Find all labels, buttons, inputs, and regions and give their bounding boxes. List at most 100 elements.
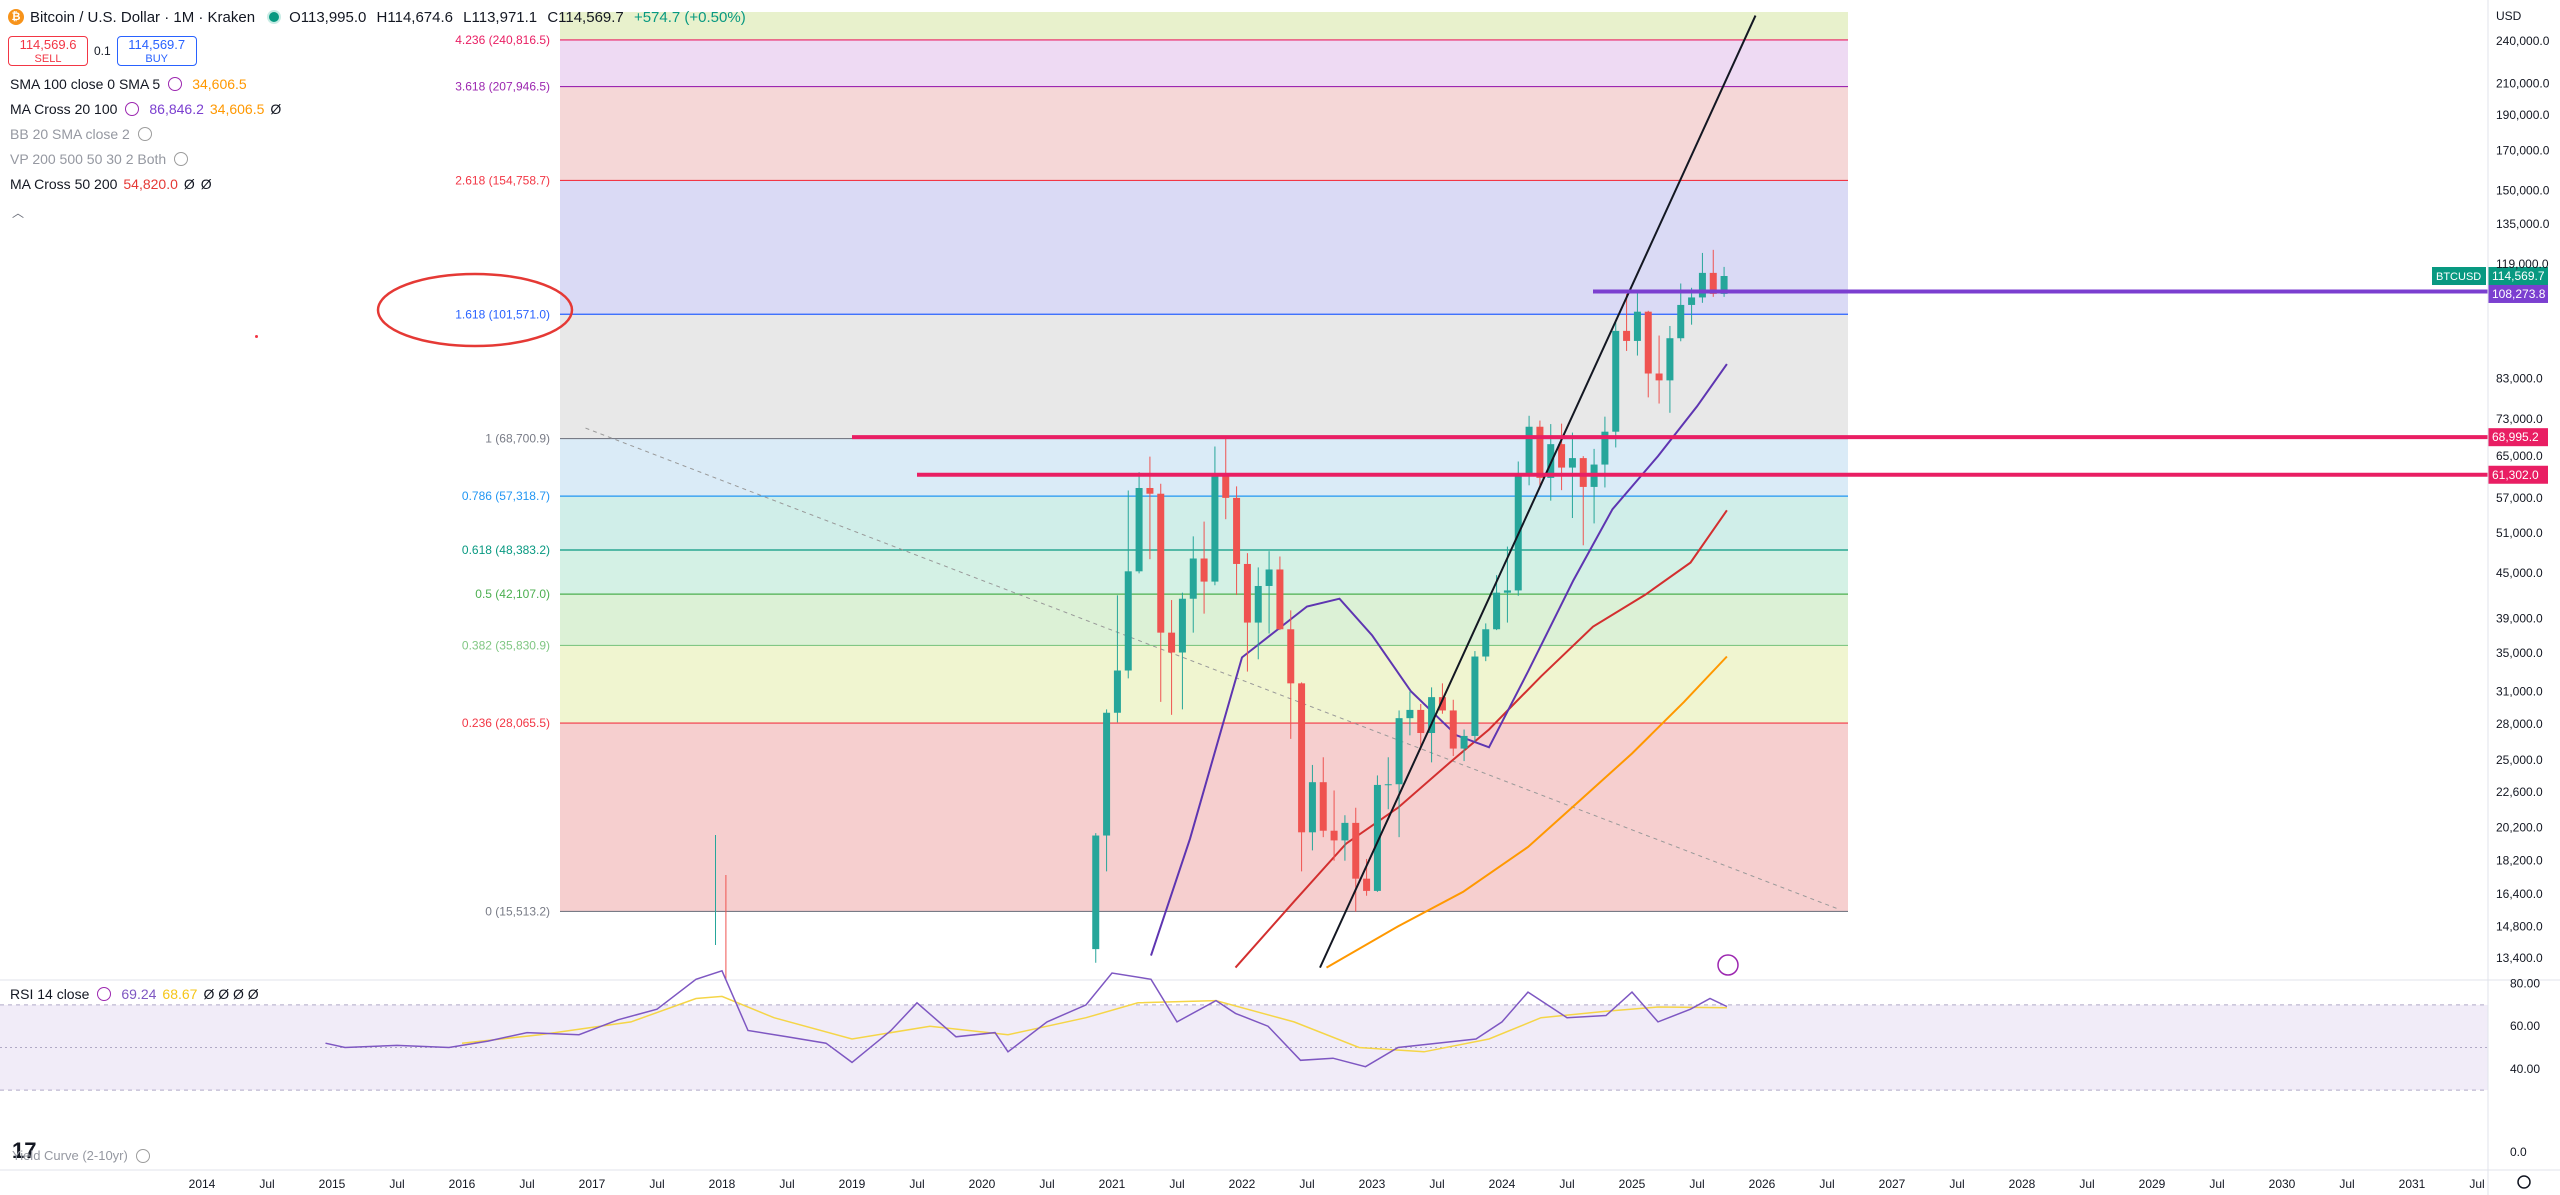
rsi-tick-label: 60.00 xyxy=(2510,1019,2540,1033)
time-tick-label: 2028 xyxy=(2009,1177,2036,1191)
fib-label: 0.236 (28,065.5) xyxy=(462,716,550,730)
candle-body xyxy=(1655,373,1663,381)
candle-body xyxy=(1688,297,1696,305)
spread-value: 0.1 xyxy=(94,44,111,58)
settings-icon[interactable] xyxy=(97,987,112,1001)
time-tick-label: 2017 xyxy=(579,1177,606,1191)
axis-settings-icon xyxy=(2517,1175,2531,1189)
rsi-tick-label: 40.00 xyxy=(2510,1062,2540,1076)
buy-label: BUY xyxy=(145,53,168,65)
symbol-tag: BTCUSD xyxy=(2436,271,2481,283)
candle-body xyxy=(1406,709,1414,719)
indicator-label: MA Cross 20 100 xyxy=(10,101,118,117)
market-status-icon xyxy=(267,10,282,24)
candle-body xyxy=(1113,670,1121,713)
buy-price: 114,569.7 xyxy=(128,37,186,52)
candle-body xyxy=(1276,569,1284,630)
rsi-line xyxy=(325,969,1728,1068)
indicator-sma100[interactable]: SMA 100 close 0 SMA 5 34,606.5 xyxy=(10,76,247,92)
price-tick-label: 25,000.0 xyxy=(2496,753,2543,767)
indicator-ma-cross-50-200[interactable]: MA Cross 50 200 54,820.0 Ø Ø xyxy=(10,176,212,192)
candle-body xyxy=(1168,632,1176,653)
indicator-value-3: Ø xyxy=(270,101,282,117)
cursor-marker xyxy=(255,335,258,338)
candle-body xyxy=(1124,571,1132,671)
time-tick-label: Jul xyxy=(779,1177,794,1191)
price-tick-label: 45,000.0 xyxy=(2496,566,2543,580)
indicator-vp[interactable]: VP 200 500 50 30 2 Both xyxy=(10,151,189,167)
buy-button[interactable]: 114,569.7 BUY xyxy=(116,36,197,66)
settings-icon[interactable] xyxy=(168,77,183,91)
candle-body xyxy=(1178,598,1186,653)
indicator-label: BB 20 SMA close 2 xyxy=(10,126,130,142)
price-tick-label: 170,000.0 xyxy=(2496,144,2550,158)
rsi-legend[interactable]: RSI 14 close 69.24 68.67 Ø Ø Ø Ø xyxy=(10,986,259,1002)
sell-button[interactable]: 114,569.6 SELL xyxy=(8,36,88,66)
hidden-eye-icon[interactable] xyxy=(174,152,189,166)
alert-icon xyxy=(1717,954,1739,976)
candle-body xyxy=(1428,697,1436,734)
candle-body xyxy=(1200,558,1208,582)
trade-panel: 114,569.6 SELL 0.1 114,569.7 BUY xyxy=(8,36,197,66)
candle-body xyxy=(1623,330,1631,341)
time-tick-label: 2022 xyxy=(1229,1177,1256,1191)
tradingview-logo[interactable]: 17 xyxy=(12,1138,37,1163)
fib-zone xyxy=(560,438,1848,497)
time-tick-label: Jul xyxy=(1819,1177,1834,1191)
time-tick-label: 2019 xyxy=(839,1177,866,1191)
candle-body xyxy=(1438,697,1446,711)
candle-body xyxy=(1222,474,1230,498)
time-tick-label: 2018 xyxy=(709,1177,736,1191)
indicator-value-2: Ø xyxy=(183,176,195,192)
symbol-title[interactable]: Bitcoin / U.S. Dollar · 1M · Kraken xyxy=(30,8,256,26)
collapse-legend-icon[interactable]: ︿ xyxy=(12,206,25,220)
candle-body xyxy=(1677,304,1685,339)
price-tick-label: 135,000.0 xyxy=(2496,217,2550,231)
indicator-ma-cross-20-100[interactable]: MA Cross 20 100 86,846.2 34,606.5 Ø xyxy=(10,101,281,117)
price-tick-label: 13,400.0 xyxy=(2496,951,2543,965)
hidden-eye-icon[interactable] xyxy=(137,127,152,141)
high-value: H114,674.6 xyxy=(376,8,453,26)
candle-body xyxy=(1644,311,1652,374)
fib-zone xyxy=(560,86,1848,181)
sell-label: SELL xyxy=(34,53,62,65)
fib-label: 4.236 (240,816.5) xyxy=(455,33,550,47)
rsi-band xyxy=(0,1004,2488,1091)
time-tick-label: Jul xyxy=(519,1177,534,1191)
chart-legend: ₿ Bitcoin / U.S. Dollar · 1M · Kraken O1… xyxy=(8,6,752,28)
time-tick-label: Jul xyxy=(2339,1177,2354,1191)
sma-100-line xyxy=(1326,655,1728,969)
candle-body xyxy=(1308,782,1316,833)
indicator-label: MA Cross 50 200 xyxy=(10,176,118,192)
candle-body xyxy=(1503,590,1511,593)
candle-body xyxy=(1449,710,1457,749)
time-tick-label: 2024 xyxy=(1489,1177,1516,1191)
candle-body xyxy=(1233,497,1241,564)
indicator-label: VP 200 500 50 30 2 Both xyxy=(10,151,167,167)
candle-body xyxy=(1352,822,1360,879)
time-tick-label: Jul xyxy=(1039,1177,1054,1191)
price-tick-label: 16,400.0 xyxy=(2496,887,2543,901)
candle-body xyxy=(1612,330,1620,432)
price-tick-label: 35,000.0 xyxy=(2496,646,2543,660)
hidden-eye-icon[interactable] xyxy=(135,1148,150,1163)
price-tick-label: 150,000.0 xyxy=(2496,183,2550,197)
yield-curve-legend[interactable]: Yield Curve (2-10yr) xyxy=(12,1148,150,1163)
candle-body xyxy=(1341,822,1349,841)
price-tick-label: 240,000.0 xyxy=(2496,34,2550,48)
time-tick-label: 2014 xyxy=(189,1177,216,1191)
candle-body xyxy=(1536,426,1544,478)
time-tick-label: Jul xyxy=(1949,1177,1964,1191)
rsi-value: 69.24 xyxy=(121,986,157,1002)
candle-body xyxy=(1709,272,1717,294)
candle-body xyxy=(1579,458,1587,487)
candle-body xyxy=(1157,493,1165,633)
time-tick-label: Jul xyxy=(649,1177,664,1191)
settings-icon[interactable] xyxy=(125,102,140,116)
indicator-bb[interactable]: BB 20 SMA close 2 xyxy=(10,126,152,142)
fib-zone xyxy=(560,39,1848,87)
price-tick-label: 210,000.0 xyxy=(2496,76,2550,90)
sell-price: 114,569.6 xyxy=(19,37,77,52)
bitcoin-icon: ₿ xyxy=(8,9,24,25)
